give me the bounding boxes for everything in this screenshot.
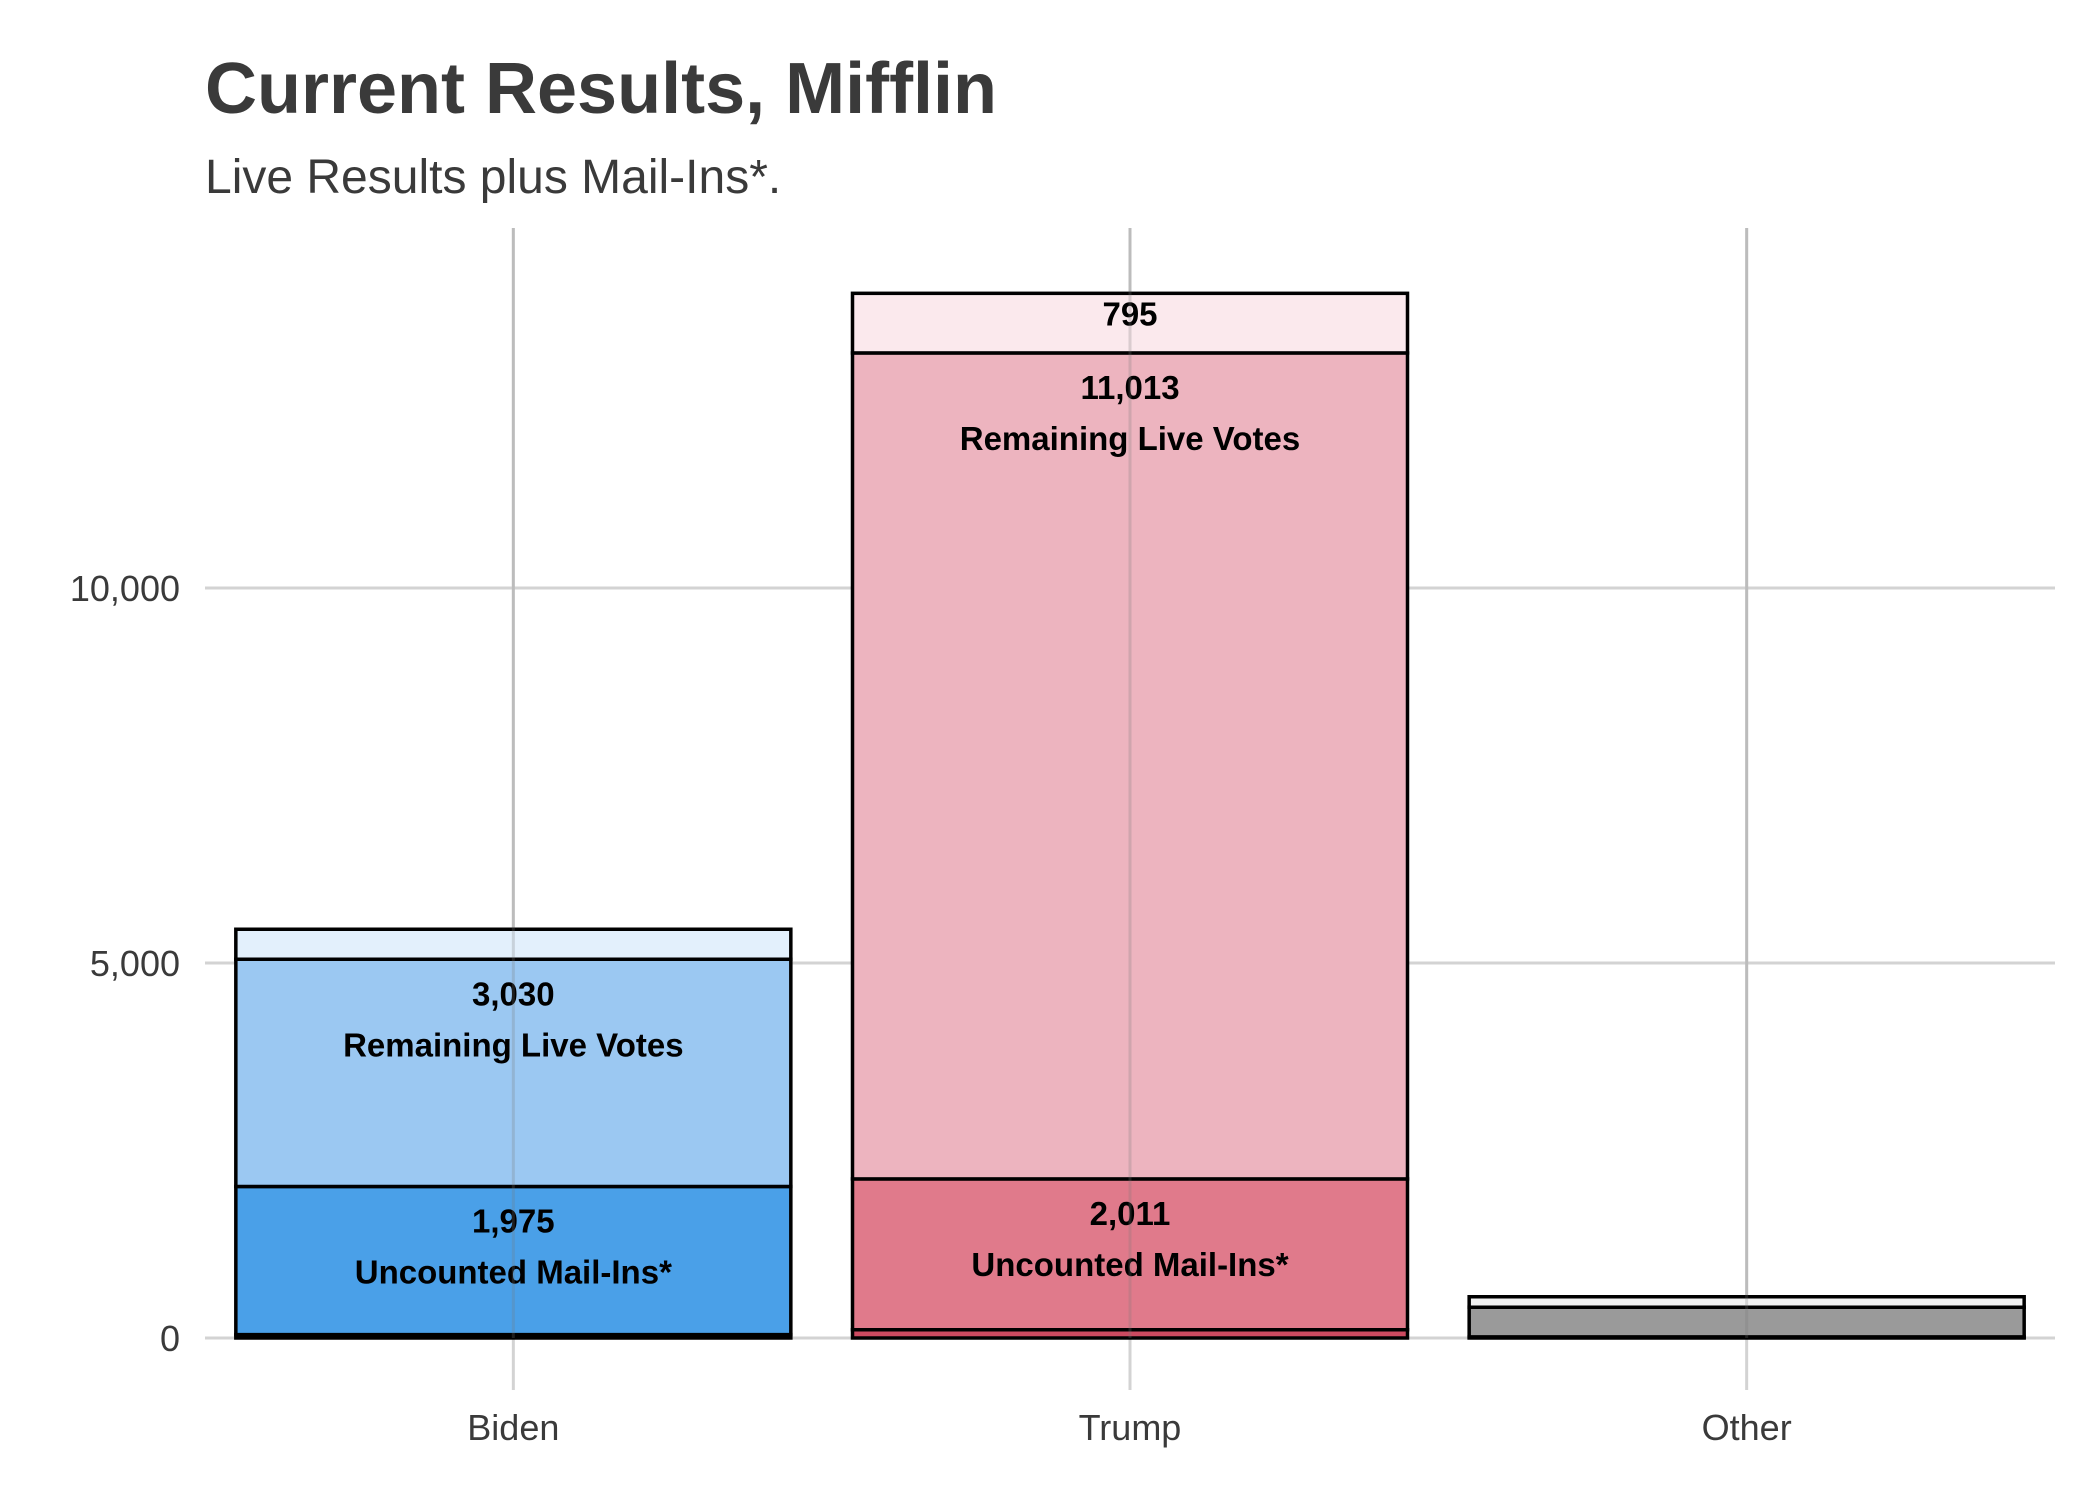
data-label: 2,011 xyxy=(1090,1195,1171,1232)
bar-segment-biden xyxy=(234,957,793,1189)
bar-segment-biden xyxy=(234,927,793,961)
data-label: 3,030 xyxy=(472,975,555,1012)
x-tick-label: Other xyxy=(1702,1407,1792,1448)
data-label: 11,013 xyxy=(1080,369,1179,406)
chart-title: Current Results, Mifflin xyxy=(205,49,997,129)
bar-segment-biden xyxy=(234,1184,793,1337)
bar-segment-trump xyxy=(850,291,1410,355)
y-tick-label: 5,000 xyxy=(90,943,180,984)
data-sublabel: Remaining Live Votes xyxy=(343,1026,683,1063)
segment-labels-layer: 1,975 Uncounted Mail-Ins* 3,030 Remaining L… xyxy=(343,228,1749,1338)
data-label: 795 xyxy=(1102,295,1157,332)
x-tick-label: Biden xyxy=(467,1407,559,1448)
x-tick-label: Trump xyxy=(1079,1407,1182,1448)
data-sublabel: Uncounted Mail-Ins* xyxy=(971,1246,1288,1283)
bars-layer xyxy=(234,291,2026,1340)
bar-segment-other xyxy=(1467,1295,2026,1309)
axis-layer: 0 5,000 10,000 Biden Trump Other xyxy=(70,568,1792,1448)
data-label: 1,975 xyxy=(472,1203,555,1240)
y-tick-label: 0 xyxy=(160,1318,180,1359)
y-tick-label: 10,000 xyxy=(70,568,180,609)
chart-subtitle: Live Results plus Mail-Ins*. xyxy=(205,151,781,204)
data-sublabel: Remaining Live Votes xyxy=(960,420,1300,457)
data-sublabel: Uncounted Mail-Ins* xyxy=(355,1254,672,1291)
